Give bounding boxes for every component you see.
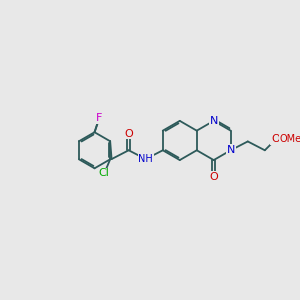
Text: F: F xyxy=(96,113,103,123)
Text: O: O xyxy=(209,172,218,182)
Text: N: N xyxy=(226,145,235,155)
Text: NH: NH xyxy=(138,154,153,164)
Text: O: O xyxy=(271,134,280,145)
Text: Cl: Cl xyxy=(99,168,110,178)
Text: N: N xyxy=(209,116,218,126)
Text: OMe: OMe xyxy=(280,134,300,145)
Text: O: O xyxy=(124,129,133,139)
